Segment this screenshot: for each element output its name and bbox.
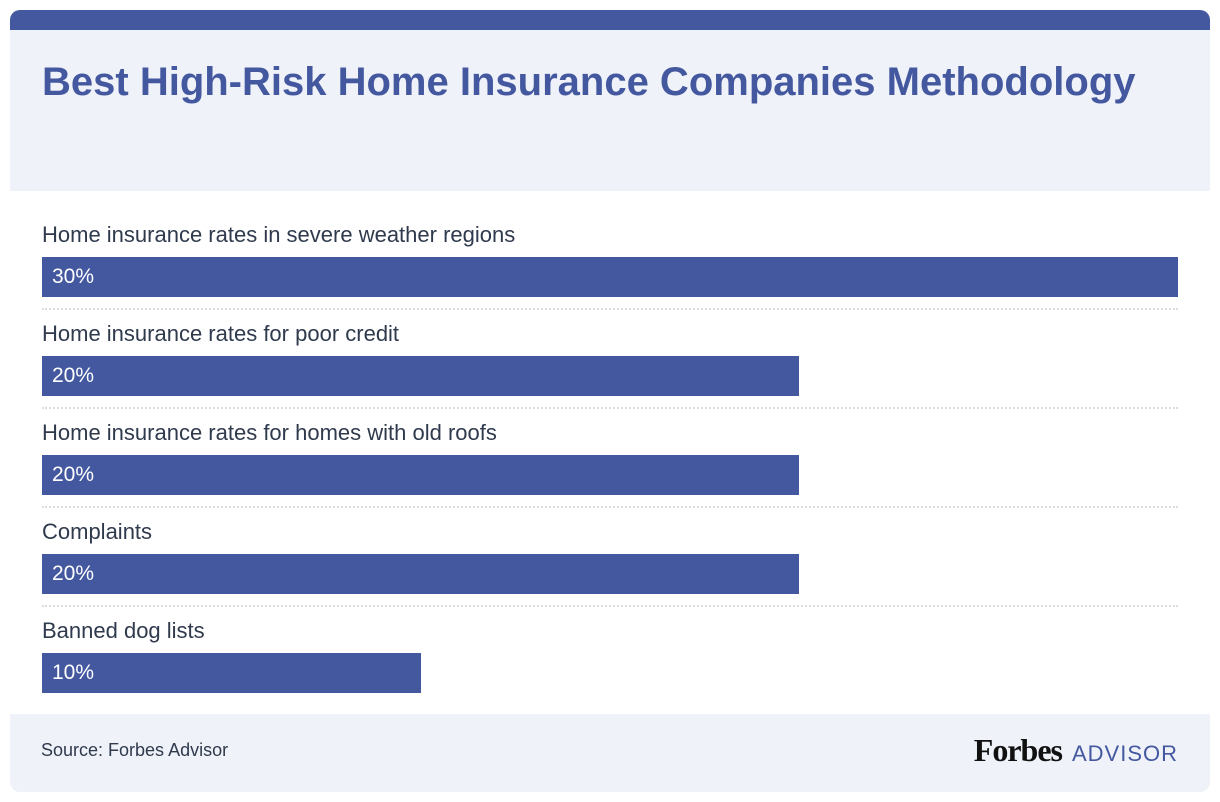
bar-value-label: 20% (52, 364, 95, 387)
bar: 20% (42, 356, 799, 396)
category-label: Home insurance rates for homes with old … (42, 420, 497, 445)
row-divider (42, 506, 1178, 508)
bar-chart: Home insurance rates in severe weather r… (42, 210, 1178, 705)
row-divider (42, 407, 1178, 409)
logo-brand: Forbes (973, 732, 1063, 768)
chart-row: Banned dog lists 10% (42, 606, 1178, 705)
bar: 30% (42, 257, 1178, 297)
chart-row: Complaints 20% (42, 507, 1178, 607)
footer: Source: Forbes Advisor Forbes ADVISOR (10, 714, 1210, 792)
row-divider (42, 308, 1178, 310)
forbes-advisor-logo: Forbes ADVISOR (974, 732, 1178, 769)
chart-row: Home insurance rates for homes with old … (42, 408, 1178, 508)
bar-value-label: 20% (52, 463, 95, 486)
bar-value-label: 20% (52, 562, 95, 585)
category-label: Complaints (42, 519, 153, 544)
bar-value-label: 30% (52, 265, 95, 288)
logo-sub: ADVISOR (1071, 741, 1178, 766)
source-note: Source: Forbes Advisor (41, 740, 229, 760)
bar-value-label: 10% (52, 661, 95, 684)
chart-row: Home insurance rates in severe weather r… (42, 210, 1178, 310)
chart-title: Best High-Risk Home Insurance Companies … (42, 60, 1136, 104)
top-accent-bar (10, 10, 1210, 32)
bar: 20% (42, 554, 799, 594)
bar: 10% (42, 653, 421, 693)
category-label: Home insurance rates in severe weather r… (42, 222, 516, 247)
category-label: Banned dog lists (42, 618, 205, 643)
category-label: Home insurance rates for poor credit (42, 321, 400, 346)
bar: 20% (42, 455, 799, 495)
header: Best High-Risk Home Insurance Companies … (10, 30, 1210, 191)
chart-row: Home insurance rates for poor credit 20% (42, 309, 1178, 409)
row-divider (42, 605, 1178, 607)
